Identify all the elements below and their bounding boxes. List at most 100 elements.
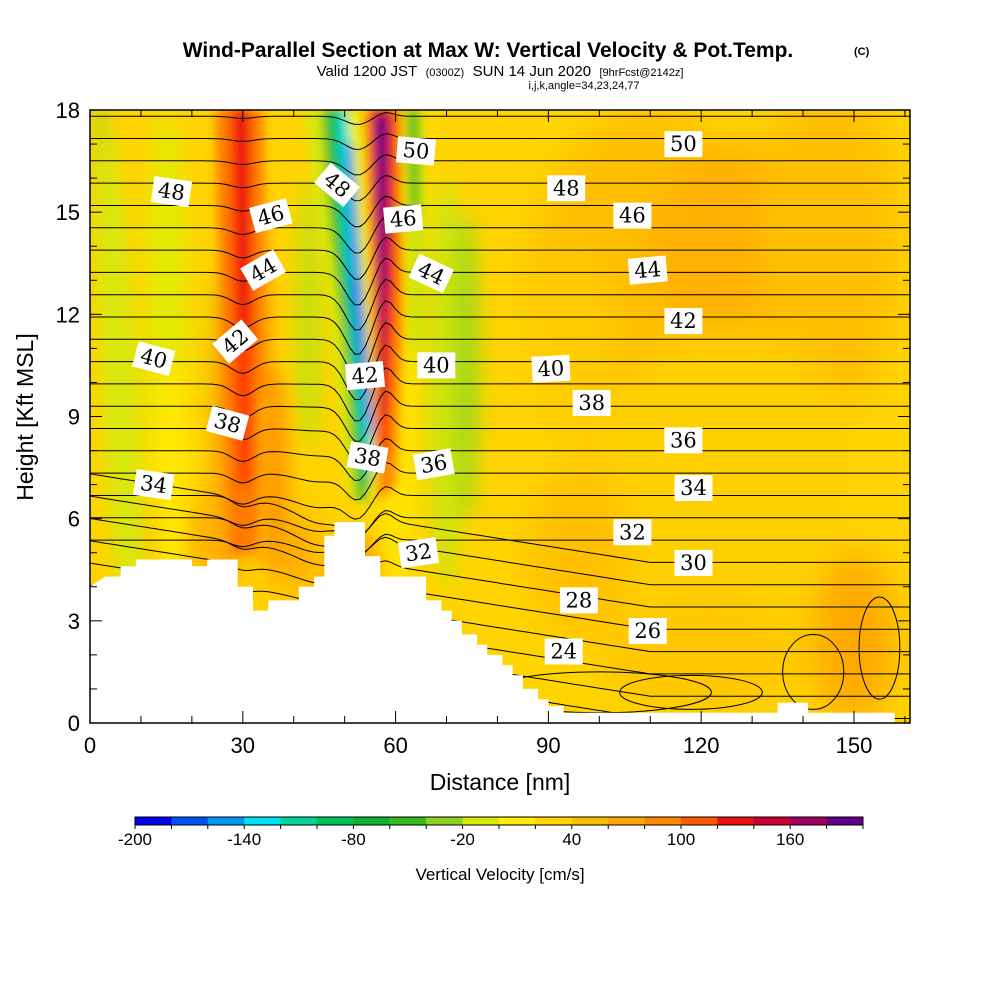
contour-label-box [628, 618, 667, 644]
contour-label-34: 34 [133, 469, 175, 501]
contour-label-box [627, 255, 668, 285]
surface-contour-1 [619, 674, 763, 710]
contour-label-box [572, 389, 611, 416]
x-tick-label: 0 [84, 733, 96, 758]
y-tick-label: 12 [56, 302, 80, 327]
x-tick-label: 120 [683, 733, 720, 758]
isentrope-41 [90, 300, 910, 355]
x-tick-label: 60 [383, 733, 407, 758]
contour-label-26: 26 [628, 618, 667, 644]
colorbar-swatch-5 [317, 817, 354, 825]
subtitle-valid: Valid 1200 JST [317, 63, 418, 80]
chart-subtitle: Valid 1200 JST (0300Z) SUN 14 Jun 2020 [… [317, 63, 684, 80]
isentrope-32 [90, 509, 910, 539]
isentrope-46 [90, 195, 910, 228]
contour-label-text: 34 [680, 476, 707, 500]
isentrope-43 [90, 257, 910, 306]
contour-label-text: 42 [351, 362, 380, 388]
contour-label-text: 32 [404, 539, 434, 566]
colorbar-swatch-14 [644, 817, 682, 825]
isentrope-42 [90, 278, 910, 331]
contour-label-text: 44 [633, 257, 662, 283]
downdraft-core [352, 280, 372, 427]
colorbar: -200 -140 -80 -20 40 100 160 [118, 816, 864, 849]
contour-label-50: 50 [395, 136, 437, 166]
y-tick-label: 3 [68, 609, 80, 634]
y-tick-label: 6 [68, 507, 80, 532]
colorbar-swatch-3 [244, 817, 282, 825]
contour-label-box [346, 441, 389, 474]
colorbar-swatch-2 [207, 817, 245, 825]
contour-label-50: 50 [664, 131, 703, 158]
contour-label-48: 48 [150, 176, 193, 208]
y-tick-label: 9 [68, 405, 80, 430]
isentrope-31 [90, 533, 910, 558]
contour-label-text: 36 [419, 450, 449, 478]
contour-label-text: 46 [389, 206, 418, 232]
contour-label-46: 46 [249, 198, 293, 234]
field-region-9 [599, 593, 804, 717]
field-region-3 [533, 246, 615, 451]
contour-label-38: 38 [572, 389, 611, 416]
contour-label-box [212, 319, 259, 364]
contour-label-30: 30 [674, 549, 713, 576]
contour-label-box [131, 341, 176, 377]
colorbar-swatch-19 [826, 817, 864, 825]
colorbar-swatch-12 [571, 817, 609, 825]
contour-label-text: 24 [550, 640, 577, 664]
contour-label-box [383, 204, 424, 234]
surface-contour-2 [782, 633, 845, 710]
colorbar-swatch-6 [353, 817, 391, 825]
contour-label-text: 28 [566, 588, 593, 612]
contour-label-text: 50 [402, 138, 431, 164]
colorbar-swatch-10 [499, 817, 536, 825]
colorbar-title: Vertical Velocity [cm/s] [415, 865, 584, 884]
contour-label-38: 38 [205, 405, 250, 441]
colorbar-label: -140 [227, 830, 261, 849]
contour-label-40: 40 [131, 341, 176, 377]
contour-label-32: 32 [613, 519, 652, 546]
isentrope-38 [90, 367, 910, 422]
contour-label-box [613, 519, 652, 546]
y-tick-label: 15 [56, 200, 80, 225]
field-region-4 [594, 331, 860, 604]
field-cell-1 [97, 127, 144, 672]
contour-label-text: 48 [553, 176, 580, 200]
contour-label-text: 40 [423, 353, 450, 377]
colorbar-swatch-4 [280, 817, 318, 825]
y-tick-label: 0 [68, 711, 80, 736]
contour-label-42: 42 [344, 360, 386, 391]
colorbar-swatch-16 [717, 817, 755, 825]
contour-label-46: 46 [613, 202, 652, 229]
isentrope-39 [90, 344, 910, 401]
contour-label-box [674, 475, 713, 501]
y-axis-title: Height [Kft MSL] [12, 333, 38, 500]
contour-label-box [240, 249, 287, 291]
contour-label-box [412, 448, 455, 481]
isentrope-45 [90, 216, 910, 254]
chart-subtitle-indices: i,j,k,angle=34,23,24,77 [528, 80, 639, 92]
colorbar-label: 160 [776, 830, 804, 849]
isentrope-49 [90, 133, 910, 150]
contour-label-box [133, 469, 175, 501]
contour-label-box [408, 253, 454, 294]
contour-label-44: 44 [408, 253, 454, 294]
subtitle-forecast: [9hrFcst@2142z] [600, 67, 684, 79]
contour-label-text: 50 [670, 132, 697, 156]
isentrope-34 [90, 461, 910, 501]
y-tick-label: 18 [56, 98, 80, 123]
isentrope-33 [90, 486, 910, 520]
isentrope-47 [90, 174, 910, 202]
colorbar-swatch-7 [389, 817, 427, 825]
title-mark: (C) [854, 46, 870, 58]
contour-label-text: 36 [670, 428, 697, 452]
contour-label-box [664, 427, 703, 454]
contour-label-box [674, 549, 713, 576]
contour-label-box [205, 405, 250, 441]
isentrope-48 [90, 154, 910, 176]
contour-label-box [344, 360, 386, 391]
contour-label-box [664, 131, 703, 158]
contour-label-text: 48 [157, 178, 187, 205]
contour-label-text: 34 [139, 471, 169, 498]
colorbar-label: -200 [118, 830, 152, 849]
